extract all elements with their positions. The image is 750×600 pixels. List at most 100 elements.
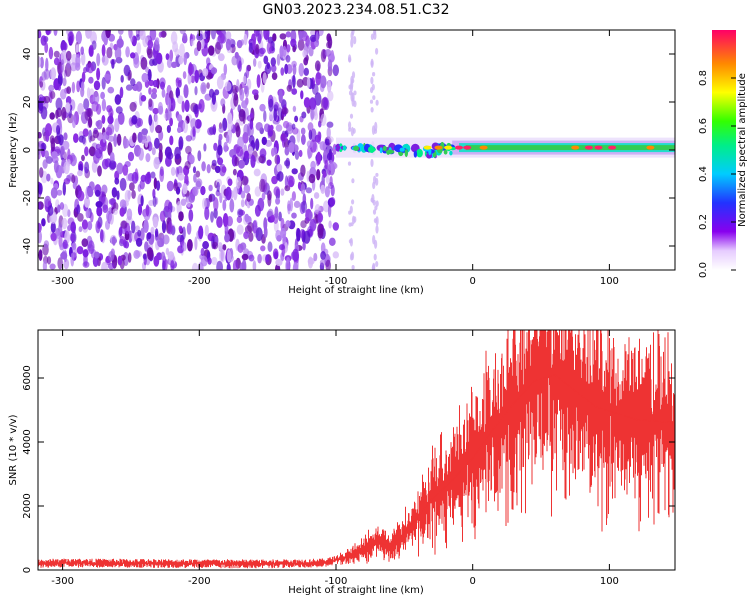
snr-x-tick-label: 100 <box>600 576 619 587</box>
spectrogram-cell <box>194 236 198 251</box>
spectrogram-cell <box>276 163 283 173</box>
snr-x-axis-label: Height of straight line (km) <box>288 585 424 596</box>
snr-point <box>492 428 495 431</box>
spectrogram-cell <box>147 39 154 50</box>
spectrogram-cell <box>81 154 85 162</box>
spectrogram-cell <box>218 133 223 141</box>
snr-point <box>130 562 132 565</box>
spectrogram-cell <box>233 92 238 101</box>
spectrogram-cell <box>325 259 331 270</box>
spectrogram-cell <box>347 161 352 166</box>
spectrogram-cell <box>236 39 243 49</box>
spectrogram-cell <box>276 155 281 165</box>
snr-point <box>635 418 638 421</box>
spectrogram-cell <box>119 207 125 217</box>
spectrogram-cell <box>222 117 228 131</box>
spectrogram-cell <box>324 186 330 198</box>
snr-y-axis: 0 2000 4000 6000 <box>22 365 675 573</box>
spectrogram-cell <box>351 92 355 102</box>
spectrogram-cell <box>135 34 141 41</box>
spectrogram-cell <box>176 234 184 243</box>
spectrogram-cell <box>48 84 55 92</box>
spectrogram-cell <box>116 38 124 48</box>
spectrogram-y-tick-label: -20 <box>22 190 33 206</box>
spectrogram-cell <box>257 197 265 212</box>
spectrogram-cell <box>291 212 297 219</box>
spectrogram-cell <box>71 174 76 184</box>
spectrogram-cell <box>256 74 261 88</box>
spectrogram-cell <box>129 182 135 191</box>
spectrogram-cell <box>300 220 307 229</box>
spectrogram-x-tick-label: -200 <box>188 276 211 287</box>
spectrogram-cell <box>324 49 332 57</box>
spectrogram-cell <box>60 89 67 100</box>
spectrogram-cell <box>220 98 226 107</box>
snr-point <box>389 546 392 549</box>
spectrogram-cell <box>285 31 292 38</box>
spectrogram-cell <box>244 150 249 159</box>
snr-x-tick-label: -300 <box>51 576 74 587</box>
spectrogram-cell <box>182 71 187 80</box>
spectrogram-peak <box>584 145 593 150</box>
spectrogram-cell <box>243 184 251 194</box>
spectrogram-cell <box>211 241 219 250</box>
spectrogram-cell <box>102 204 109 213</box>
snr-point <box>266 563 269 565</box>
spectrogram-cell <box>278 89 283 104</box>
spectrogram-cell <box>165 109 172 121</box>
spectrogram-cell <box>70 221 76 233</box>
spectrogram-cell <box>153 255 160 267</box>
spectrogram-cell <box>236 79 240 93</box>
spectrogram-cell <box>160 81 165 90</box>
spectrogram-cell <box>263 217 268 231</box>
spectrogram-cell <box>367 146 376 153</box>
spectrogram-cell <box>213 197 219 212</box>
spectrogram-cell <box>53 160 59 174</box>
spectrogram-cell <box>217 32 225 44</box>
spectrogram-cell <box>180 198 187 206</box>
spectrogram-cell <box>204 224 209 237</box>
snr-point <box>342 558 344 560</box>
spectrogram-cell <box>294 115 299 123</box>
spectrogram-cell <box>210 67 218 75</box>
spectrogram-cell <box>184 99 190 112</box>
spectrogram-cell <box>211 92 216 105</box>
spectrogram-cell <box>196 33 204 41</box>
colorbar-tick-label: 0.2 <box>698 214 709 230</box>
spectrogram-cell <box>327 90 334 102</box>
spectrogram-cell <box>157 237 164 248</box>
spectrogram-cell <box>38 222 42 233</box>
spectrogram-cell <box>101 141 107 152</box>
spectrogram-cell <box>62 239 68 249</box>
spectrogram-cell <box>56 189 63 196</box>
spectrogram-cell <box>146 247 154 260</box>
spectrogram-cell <box>373 175 377 184</box>
spectrogram-cell <box>131 189 136 199</box>
spectrogram-cell <box>42 260 47 270</box>
spectrogram-cell <box>87 187 94 198</box>
spectrogram-cell <box>133 249 141 259</box>
spectrogram-cell <box>207 257 212 265</box>
spectrogram-cell <box>285 259 290 270</box>
spectrogram-cell <box>130 78 136 87</box>
spectrogram-cell <box>214 165 221 174</box>
spectrogram-cell <box>46 173 51 182</box>
spectrogram-cell <box>139 179 145 190</box>
spectrogram-cell <box>349 253 354 261</box>
spectrogram-cell <box>148 98 153 108</box>
spectrogram-cell <box>309 97 317 111</box>
spectrogram-cell <box>95 148 103 159</box>
spectrogram-cell <box>48 46 54 60</box>
spectrogram-cell <box>107 135 115 142</box>
spectrogram-cell <box>223 63 228 76</box>
spectrogram-cell <box>45 30 52 35</box>
spectrogram-cell <box>93 251 100 259</box>
spectrogram-cell <box>303 230 311 244</box>
spectrogram-cell <box>40 106 48 120</box>
spectrogram-cell <box>71 242 77 251</box>
spectrogram-cell <box>67 225 72 232</box>
spectrogram-cell <box>328 237 336 246</box>
spectrogram-cell <box>235 176 241 189</box>
spectrogram-cell <box>291 123 296 130</box>
spectrogram-cell <box>106 105 113 113</box>
